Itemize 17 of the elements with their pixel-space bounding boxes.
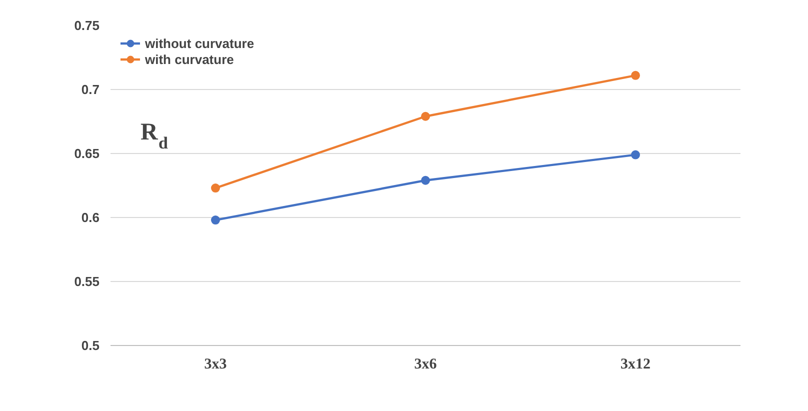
y-tick-label: 0.65	[74, 146, 100, 161]
point	[631, 150, 640, 160]
y-tick-label: 0.75	[74, 18, 100, 33]
point	[211, 184, 220, 193]
y-tick-label: 0.7	[81, 82, 100, 97]
x-tick-label: 3x12	[620, 356, 650, 372]
legend-label: without curvature	[145, 35, 254, 51]
y-tick-label: 0.5	[81, 338, 100, 353]
point	[631, 70, 640, 80]
x-tick-label: 3x6	[414, 356, 438, 372]
point	[421, 112, 430, 121]
legend-label: with curvature	[145, 51, 234, 67]
y-tick-label: 0.6	[81, 210, 100, 225]
x-tick-label: 3x3	[204, 356, 227, 372]
point	[211, 216, 220, 225]
y-tick-label: 0.55	[74, 274, 100, 289]
point	[421, 176, 430, 185]
